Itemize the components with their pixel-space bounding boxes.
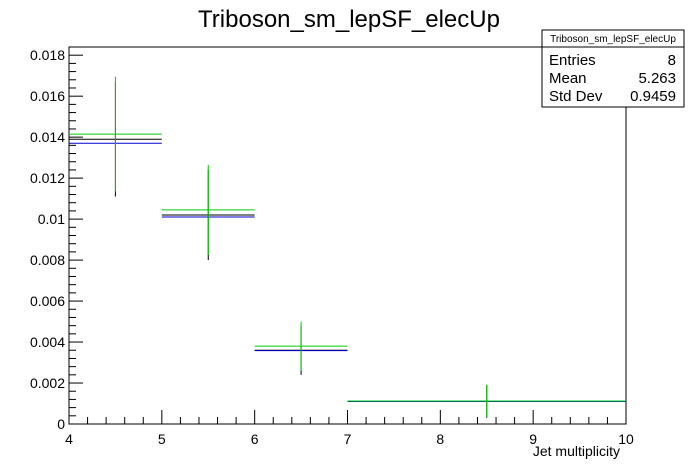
stats-mean-label: Mean	[549, 70, 587, 87]
y-tick-label: 0.006	[30, 293, 65, 309]
y-tick-label: 0.008	[30, 252, 65, 268]
x-tick-label: 8	[436, 431, 444, 447]
x-tick-label: 4	[65, 431, 73, 447]
stats-box-title: Triboson_sm_lepSF_elecUp	[550, 34, 676, 45]
series-0	[69, 81, 626, 418]
y-tick-label: 0.016	[30, 88, 65, 104]
stats-mean-value: 5.263	[638, 70, 676, 87]
x-axis-label: Jet multiplicity	[533, 443, 620, 459]
x-axis: 4 5 6 7 8 9 10	[65, 410, 634, 447]
stats-entries-value: 8	[668, 52, 676, 69]
series-2	[69, 76, 626, 418]
y-tick-label: 0.002	[30, 375, 65, 391]
stats-entries-label: Entries	[549, 52, 596, 69]
x-tick-label: 9	[529, 431, 537, 447]
stats-stddev-label: Std Dev	[549, 88, 603, 105]
y-tick-label: 0.01	[38, 211, 65, 227]
stats-box-frame	[541, 29, 685, 108]
y-tick-label: 0.014	[30, 129, 65, 145]
x-tick-label: 7	[344, 431, 352, 447]
series-1	[69, 142, 626, 402]
x-tick-label: 10	[618, 431, 634, 447]
x-tick-label: 5	[158, 431, 166, 447]
x-tick-label: 6	[251, 431, 259, 447]
stats-stddev-value: 0.9459	[630, 88, 676, 105]
y-tick-label: 0.018	[30, 47, 65, 63]
y-tick-label: 0	[57, 416, 65, 432]
chart-title: Triboson_sm_lepSF_elecUp	[198, 6, 500, 33]
y-tick-label: 0.012	[30, 170, 65, 186]
stats-box: Triboson_sm_lepSF_elecUp Entries 8 Mean …	[541, 29, 685, 108]
y-axis: 0 0.002 0.004 0.006 0.008 0.01 0.012 0.014 0.016…	[30, 46, 83, 432]
series-layer	[69, 76, 626, 418]
y-tick-label: 0.004	[30, 334, 65, 350]
